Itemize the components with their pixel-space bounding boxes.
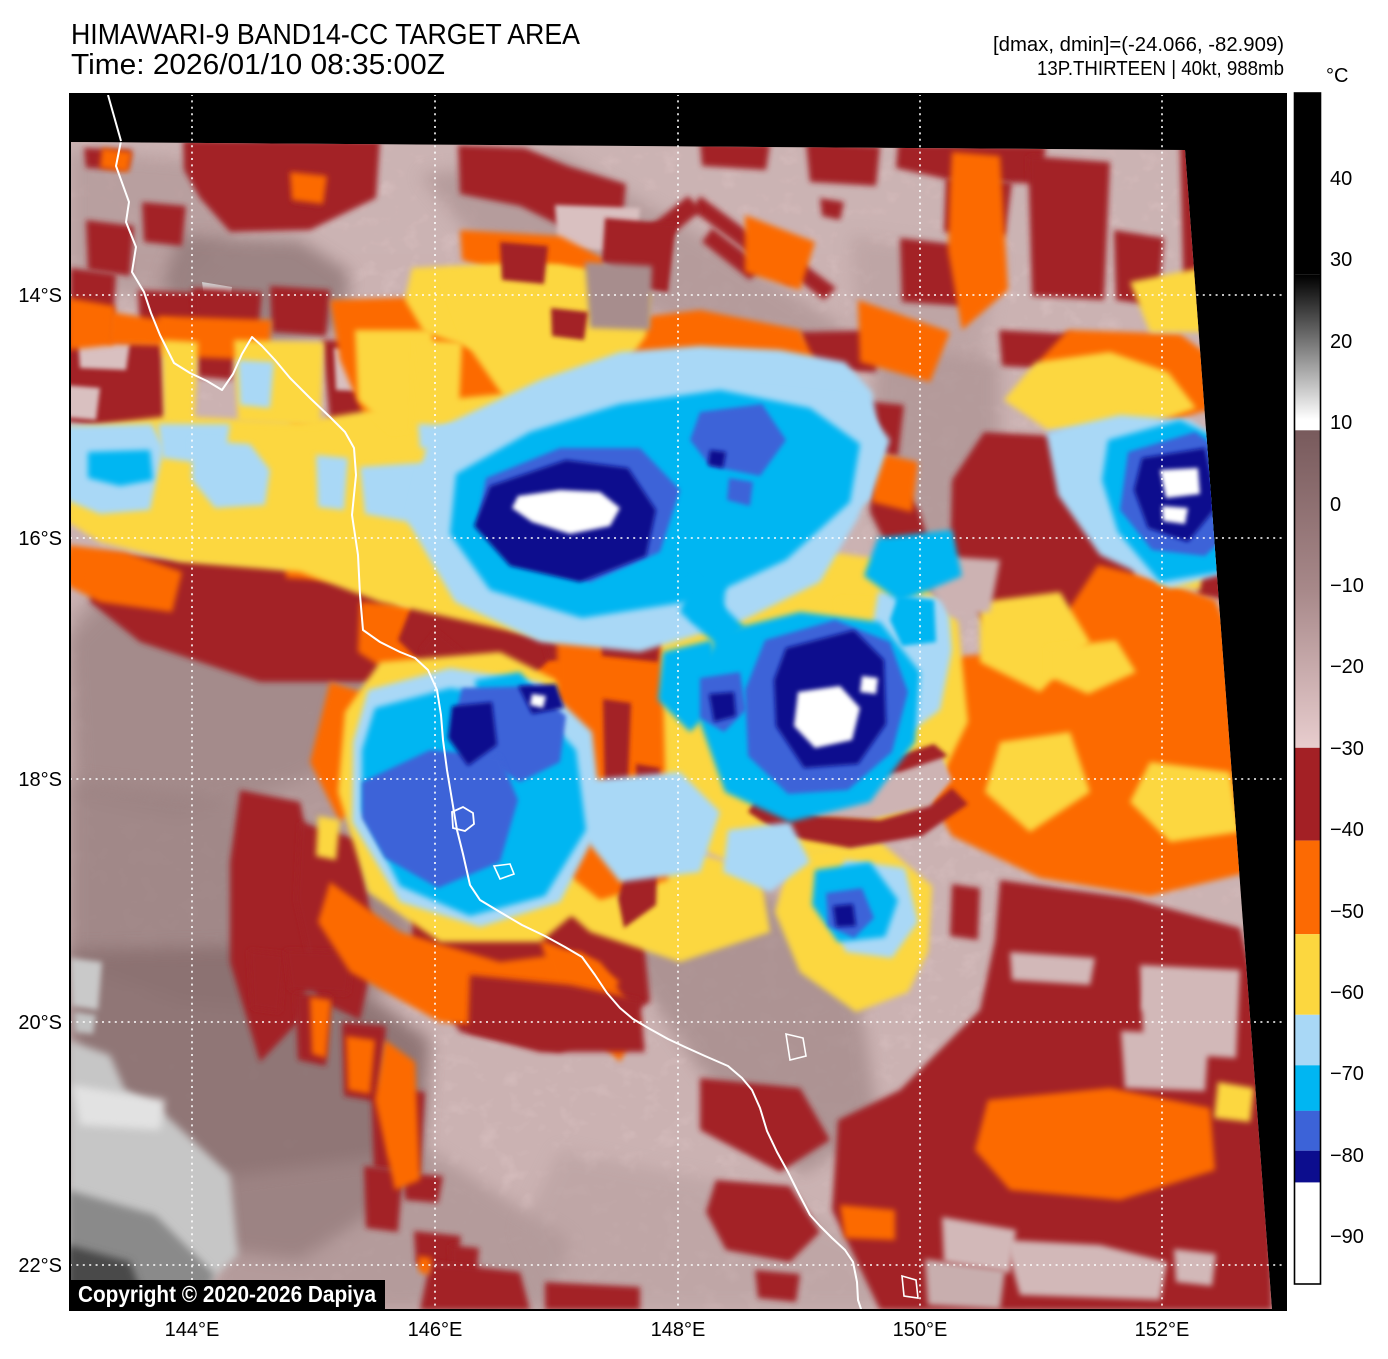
svg-text:−80: −80 [1330,1145,1364,1167]
svg-text:−70: −70 [1330,1063,1364,1085]
svg-text:18°S: 18°S [18,769,62,791]
svg-text:0: 0 [1330,494,1341,516]
svg-text:Copyright © 2020-2026 Dapiya: Copyright © 2020-2026 Dapiya [78,1281,376,1307]
svg-text:22°S: 22°S [18,1255,62,1277]
svg-text:−30: −30 [1330,738,1364,760]
svg-text:144°E: 144°E [165,1319,220,1341]
svg-text:10: 10 [1330,412,1352,434]
svg-text:HIMAWARI-9 BAND14-CC TARGET AR: HIMAWARI-9 BAND14-CC TARGET AREA [71,19,581,51]
svg-text:[dmax, dmin]=(-24.066, -82.909: [dmax, dmin]=(-24.066, -82.909) [993,34,1284,56]
svg-text:14°S: 14°S [18,285,62,307]
svg-text:−40: −40 [1330,819,1364,841]
svg-text:°C: °C [1326,65,1348,87]
svg-text:Time: 2026/01/10 08:35:00Z: Time: 2026/01/10 08:35:00Z [71,49,445,81]
svg-text:−10: −10 [1330,575,1364,597]
svg-text:40: 40 [1330,168,1352,190]
svg-text:13P.THIRTEEN | 40kt, 988mb: 13P.THIRTEEN | 40kt, 988mb [1037,58,1284,80]
svg-text:146°E: 146°E [408,1319,463,1341]
svg-text:152°E: 152°E [1135,1319,1190,1341]
svg-text:20°S: 20°S [18,1012,62,1034]
svg-text:148°E: 148°E [651,1319,706,1341]
svg-text:−60: −60 [1330,982,1364,1004]
svg-text:20: 20 [1330,331,1352,353]
svg-text:−20: −20 [1330,656,1364,678]
svg-text:−90: −90 [1330,1226,1364,1248]
svg-text:16°S: 16°S [18,528,62,550]
svg-text:−50: −50 [1330,901,1364,923]
svg-text:150°E: 150°E [893,1319,948,1341]
svg-text:30: 30 [1330,249,1352,271]
